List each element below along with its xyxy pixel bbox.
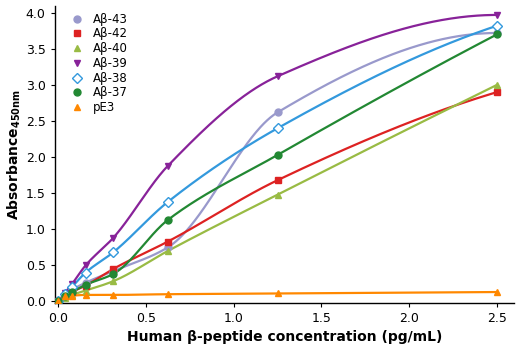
Aβ-42 xyxy=(494,90,500,94)
Aβ-40 xyxy=(494,83,500,87)
Aβ-39 xyxy=(165,164,171,168)
pE3 xyxy=(83,293,89,297)
Aβ-43 xyxy=(83,281,89,285)
pE3 xyxy=(110,293,116,297)
Aβ-43 xyxy=(69,288,75,292)
Aβ-39 xyxy=(83,263,89,267)
X-axis label: Human β-peptide concentration (pg/mL): Human β-peptide concentration (pg/mL) xyxy=(127,330,443,344)
pE3 xyxy=(55,299,61,303)
Line: Aβ-37: Aβ-37 xyxy=(55,31,500,305)
Aβ-37 xyxy=(110,272,116,276)
Aβ-40 xyxy=(165,249,171,253)
Line: Aβ-39: Aβ-39 xyxy=(55,12,500,305)
Line: Aβ-40: Aβ-40 xyxy=(55,82,500,305)
Aβ-42 xyxy=(275,178,281,182)
Aβ-43 xyxy=(165,245,171,250)
Line: Aβ-38: Aβ-38 xyxy=(55,22,500,305)
Line: Aβ-43: Aβ-43 xyxy=(55,29,500,305)
Aβ-37 xyxy=(275,153,281,157)
Aβ-40 xyxy=(110,279,116,283)
Aβ-42 xyxy=(110,267,116,271)
Aβ-38 xyxy=(494,24,500,28)
Aβ-39 xyxy=(275,74,281,78)
Line: Aβ-42: Aβ-42 xyxy=(55,89,500,305)
Aβ-42 xyxy=(55,299,61,303)
Aβ-38 xyxy=(55,299,61,303)
Aβ-42 xyxy=(62,294,68,299)
Aβ-40 xyxy=(62,296,68,300)
Aβ-43 xyxy=(275,110,281,114)
Aβ-40 xyxy=(55,299,61,303)
Aβ-39 xyxy=(69,282,75,286)
Aβ-43 xyxy=(55,299,61,303)
Legend: Aβ-43, Aβ-42, Aβ-40, Aβ-39, Aβ-38, Aβ-37, pE3: Aβ-43, Aβ-42, Aβ-40, Aβ-39, Aβ-38, Aβ-37… xyxy=(62,8,132,119)
Aβ-40 xyxy=(69,293,75,297)
Aβ-38 xyxy=(62,292,68,296)
Y-axis label: Absorbance$_{\mathregular{450nm}}$: Absorbance$_{\mathregular{450nm}}$ xyxy=(6,89,23,219)
Aβ-43 xyxy=(494,31,500,35)
Aβ-40 xyxy=(275,193,281,197)
Aβ-39 xyxy=(110,236,116,240)
pE3 xyxy=(275,292,281,296)
Aβ-38 xyxy=(69,285,75,289)
Line: pE3: pE3 xyxy=(55,288,500,305)
pE3 xyxy=(494,290,500,294)
Aβ-37 xyxy=(165,218,171,222)
Aβ-42 xyxy=(83,284,89,288)
pE3 xyxy=(165,292,171,296)
Aβ-37 xyxy=(83,283,89,287)
Aβ-37 xyxy=(69,290,75,294)
Aβ-37 xyxy=(494,32,500,36)
Aβ-37 xyxy=(55,299,61,303)
Aβ-43 xyxy=(62,293,68,297)
Aβ-42 xyxy=(69,290,75,294)
Aβ-42 xyxy=(165,239,171,244)
Aβ-40 xyxy=(83,288,89,293)
Aβ-39 xyxy=(494,13,500,17)
Aβ-38 xyxy=(275,126,281,130)
Aβ-43 xyxy=(110,269,116,273)
pE3 xyxy=(62,294,68,299)
pE3 xyxy=(69,294,75,298)
Aβ-37 xyxy=(62,294,68,298)
Aβ-39 xyxy=(55,299,61,303)
Aβ-39 xyxy=(62,290,68,295)
Aβ-38 xyxy=(83,271,89,275)
Aβ-38 xyxy=(110,250,116,254)
Aβ-38 xyxy=(165,200,171,204)
